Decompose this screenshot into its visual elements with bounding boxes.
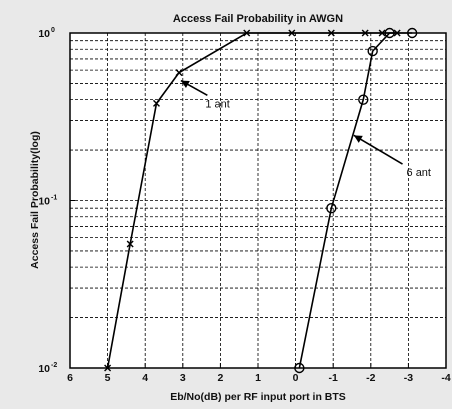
series-line-2	[298, 32, 413, 369]
annotation-label: 6 ant	[407, 167, 431, 179]
point-cross-stroke	[361, 29, 369, 37]
point-cross-stroke	[152, 99, 160, 107]
y-tick-label-base: 10	[38, 196, 50, 208]
x-tick-label: -1	[329, 372, 338, 384]
chart-title: Access Fail Probability in AWGN	[173, 13, 343, 25]
series-2-point	[384, 27, 395, 39]
y-tick-label-base: 10	[38, 28, 50, 40]
point-cross-stroke	[327, 29, 335, 37]
series-1-point	[327, 29, 335, 37]
x-tick-label: 1	[255, 372, 261, 384]
annotation-arrow-head	[353, 135, 363, 143]
x-tick-label: 0	[293, 372, 299, 384]
x-tick-label: 4	[142, 372, 148, 384]
y-axis-label: Access Fail Probability(log)	[29, 131, 41, 269]
series-1-point	[175, 69, 183, 77]
x-tick-label: -2	[366, 372, 375, 384]
x-tick-label: 2	[217, 372, 223, 384]
series-2-point	[367, 45, 378, 57]
x-tick-label: -3	[404, 372, 413, 384]
series-1-point	[361, 29, 369, 37]
y-tick-label-exponent: -1	[51, 195, 57, 202]
point-cross-stroke	[288, 29, 296, 37]
point-cross-stroke	[175, 69, 183, 77]
series-1-point	[378, 29, 386, 37]
annotation-label: 1 ant	[205, 98, 229, 110]
x-tick-label: -4	[441, 372, 450, 384]
series-2-point	[326, 202, 337, 214]
y-tick-label-exponent: 0	[51, 27, 55, 34]
series-1-point	[243, 29, 251, 37]
series-line-1	[106, 32, 398, 369]
series-2-point	[358, 94, 369, 105]
x-tick-label: 3	[180, 372, 186, 384]
point-cross-stroke	[378, 29, 386, 37]
x-tick-label: 6	[67, 372, 73, 384]
series-layer	[104, 27, 418, 374]
annotation-arrow-head	[180, 80, 190, 88]
grid	[70, 33, 446, 368]
series-1-point	[288, 29, 296, 37]
y-tick-label-exponent: -2	[51, 362, 57, 369]
y-tick-label-base: 10	[38, 363, 50, 375]
annotation-layer: 1 ant 6 ant	[180, 79, 431, 179]
point-cross-stroke	[126, 240, 134, 248]
x-tick-label: 5	[105, 372, 111, 384]
x-axis-label: Eb/No(dB) per RF input port in BTS	[170, 391, 346, 403]
series-1-point	[104, 364, 112, 372]
series-2-point	[406, 27, 418, 39]
series-1-point	[152, 99, 160, 107]
point-cross-stroke	[243, 29, 251, 37]
series-2-point	[294, 362, 305, 374]
point-cross-stroke	[104, 364, 112, 372]
annotation-arrow-shaft	[353, 134, 403, 165]
series-1-point	[126, 240, 134, 248]
